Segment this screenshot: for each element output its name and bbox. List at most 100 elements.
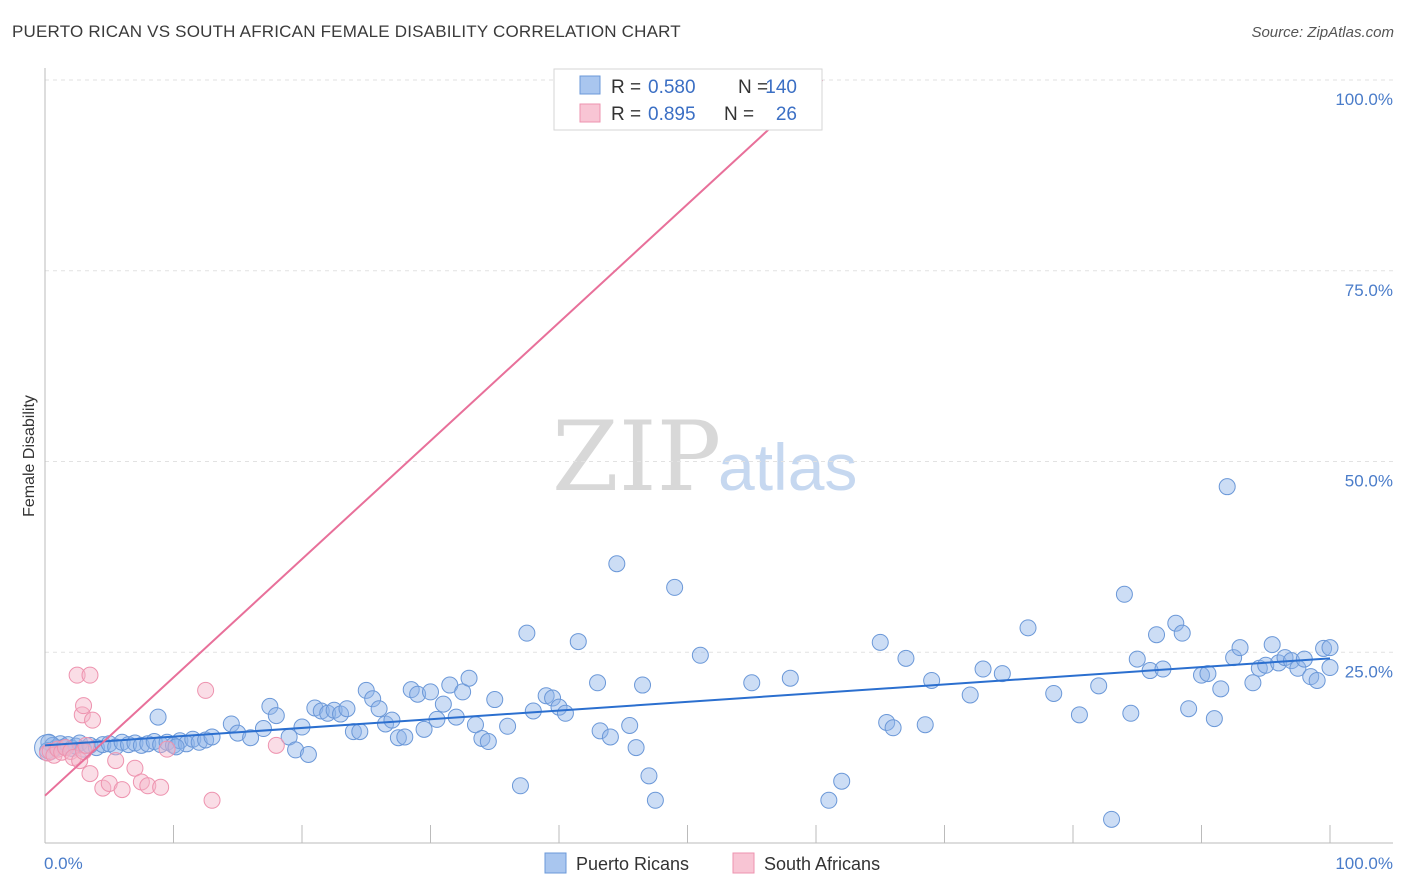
scatter-point <box>338 700 356 718</box>
scatter-point <box>1205 710 1223 728</box>
scatter-point <box>634 676 652 694</box>
scatter-point <box>961 686 979 704</box>
series-puerto-ricans <box>34 478 1339 828</box>
scatter-point <box>203 791 221 809</box>
scatter-point <box>781 669 799 687</box>
scatter-point <box>1128 650 1146 668</box>
x-tick-label-left: 0.0% <box>44 854 83 873</box>
scatter-point <box>820 791 838 809</box>
y-tick-labels: 25.0% 50.0% 75.0% 100.0% <box>1335 90 1393 681</box>
scatter-point <box>621 716 639 734</box>
scatter-point <box>511 777 529 795</box>
x-tick-label-right: 100.0% <box>1335 854 1393 873</box>
scatter-point <box>993 665 1011 683</box>
scatter-point <box>884 719 902 737</box>
legend-swatch-pink <box>579 103 601 123</box>
scatter-point <box>743 674 761 692</box>
legend-n-label-2: N = <box>724 104 754 125</box>
scatter-point <box>589 674 607 692</box>
scatter-point <box>569 633 587 651</box>
x-tick-labels: 0.0% 100.0% <box>44 854 1393 873</box>
scatter-point <box>591 722 609 740</box>
scatter-point <box>916 716 934 734</box>
y-tick-label: 75.0% <box>1345 281 1393 300</box>
scatter-point <box>646 791 664 809</box>
scatter-point <box>139 735 157 753</box>
bottom-legend-label-south-africans: South Africans <box>764 854 880 874</box>
scatter-point <box>261 697 279 715</box>
axes <box>44 68 1393 844</box>
scatter-point <box>158 740 176 758</box>
watermark-atlas: atlas <box>718 430 857 504</box>
scatter-point <box>68 666 86 684</box>
scatter-point <box>287 741 305 759</box>
trendline-puerto-ricans <box>44 657 1331 747</box>
scatter-point <box>364 690 382 708</box>
trendline-south-africans <box>44 79 824 797</box>
scatter-point <box>254 720 272 738</box>
scatter-point <box>434 695 452 713</box>
bottom-legend-label-puerto-ricans: Puerto Ricans <box>576 854 689 874</box>
scatter-point <box>518 624 536 642</box>
scatter-point <box>544 689 562 707</box>
scatter-point <box>1090 677 1108 695</box>
scatter-point <box>197 681 215 699</box>
scatter-point <box>1103 810 1121 828</box>
scatter-point <box>1212 680 1230 698</box>
scatter-point <box>113 781 131 799</box>
scatter-point <box>77 736 95 754</box>
series-south-africans <box>39 71 761 809</box>
scatter-point <box>357 681 375 699</box>
scatter-point <box>1122 704 1140 722</box>
scatter-point <box>974 660 992 678</box>
scatter-point <box>640 767 658 785</box>
y-tick-label: 25.0% <box>1345 662 1393 681</box>
legend-n-value-2: 26 <box>776 104 797 125</box>
scatter-point <box>1070 706 1088 724</box>
scatter-point <box>871 633 889 651</box>
scatter-point <box>666 578 684 596</box>
scatter-point <box>126 759 144 777</box>
scatter-point <box>1148 626 1166 644</box>
scatter-point <box>370 700 388 718</box>
scatter-point <box>299 745 317 763</box>
scatter-point <box>454 683 472 701</box>
scatter-point <box>1244 674 1262 692</box>
chart-title: PUERTO RICAN VS SOUTH AFRICAN FEMALE DIS… <box>12 22 681 41</box>
legend-swatch-blue <box>579 75 601 95</box>
scatter-point <box>396 728 414 746</box>
scatter-point <box>152 778 170 796</box>
y-axis-label: Female Disability <box>21 395 38 517</box>
scatter-point <box>556 704 574 722</box>
scatter-point <box>1019 619 1037 637</box>
scatter-point <box>1173 624 1191 642</box>
scatter-point <box>73 706 91 724</box>
scatter-point <box>107 752 125 770</box>
scatter-point <box>389 729 407 747</box>
scatter-point <box>1199 665 1217 683</box>
scatter-point <box>415 720 433 738</box>
scatter-point <box>833 772 851 790</box>
scatter-point <box>81 765 99 783</box>
scatter-point <box>71 752 89 770</box>
scatter-point <box>312 702 330 720</box>
legend-box: R = 0.580 N = 140 R = 0.895 N = 26 <box>553 68 823 131</box>
scatter-point <box>1263 636 1281 654</box>
scatter-point <box>1308 671 1326 689</box>
scatter-point <box>75 697 93 715</box>
scatter-point <box>499 717 517 735</box>
legend-r-label-1: R = <box>611 77 641 98</box>
scatter-point <box>132 736 150 754</box>
legend-r-value-2: 0.895 <box>648 104 696 125</box>
scatter-point <box>409 685 427 703</box>
scatter-point <box>608 555 626 573</box>
scatter-point <box>486 691 504 709</box>
bottom-legend-swatch-blue <box>544 852 567 874</box>
scatter-point <box>149 708 167 726</box>
scatter-point <box>1321 639 1339 657</box>
scatter-point <box>203 728 221 746</box>
scatter-point <box>81 666 99 684</box>
scatter-point <box>1231 639 1249 657</box>
scatter-point <box>422 683 439 701</box>
